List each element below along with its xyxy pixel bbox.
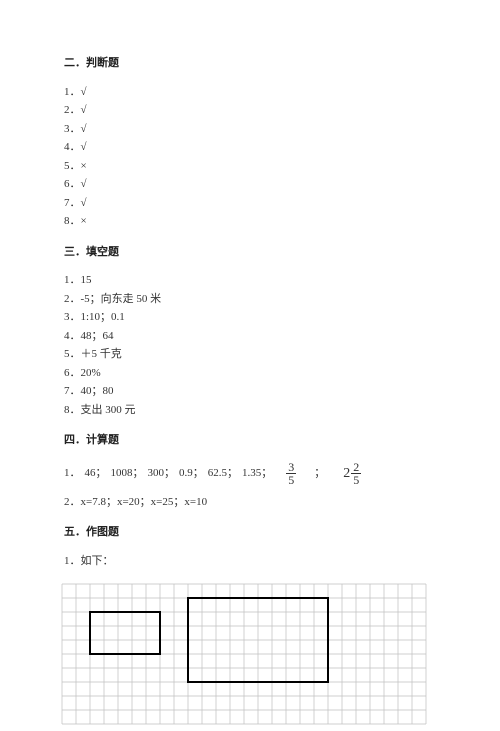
fill-item-5: 5．＋5 千克 [64, 346, 440, 363]
calc-1-d: 0.9； [179, 465, 204, 482]
judge-item-6: 6．√ [64, 176, 440, 193]
calc-line-1: 1． 46； 1008； 300； 0.9； 62.5； 1.35； 3 5 ；… [64, 461, 440, 486]
fill-item-8: 8．支出 300 元 [64, 402, 440, 419]
section-3-heading: 三．填空题 [64, 244, 440, 261]
fill-item-3: 3．1:10；0.1 [64, 309, 440, 326]
judge-item-4: 4．√ [64, 139, 440, 156]
draw-item-1: 1．如下： [64, 553, 440, 570]
calc-1-frac1: 3 5 [286, 461, 296, 486]
frac1-den: 5 [286, 474, 296, 486]
section-5-heading: 五．作图题 [64, 524, 440, 541]
fill-item-7: 7．40；80 [64, 383, 440, 400]
frac2-num: 2 [351, 461, 361, 474]
grid-figure [61, 583, 440, 731]
fill-item-1: 1．15 [64, 272, 440, 289]
judge-item-2: 2．√ [64, 102, 440, 119]
section-4-heading: 四．计算题 [64, 432, 440, 449]
calc-1-b: 1008； [111, 465, 144, 482]
calc-1-f: 1.35； [242, 465, 272, 482]
frac2-den: 5 [351, 474, 361, 486]
calc-1-c: 300； [148, 465, 176, 482]
fill-item-2: 2．-5；向东走 50 米 [64, 291, 440, 308]
frac1-num: 3 [286, 461, 296, 474]
grid-svg [61, 583, 427, 725]
calc-line-2: 2．x=7.8；x=20；x=25；x=10 [64, 494, 440, 511]
section-2-heading: 二．判断题 [64, 55, 440, 72]
judge-item-7: 7．√ [64, 195, 440, 212]
calc-1-label: 1． [64, 465, 81, 482]
mixed-whole: 2 [343, 463, 350, 484]
calc-1-e: 62.5； [208, 465, 238, 482]
fill-item-6: 6．20% [64, 365, 440, 382]
judge-item-5: 5．× [64, 158, 440, 175]
judge-item-3: 3．√ [64, 121, 440, 138]
judge-item-8: 8．× [64, 213, 440, 230]
judge-item-1: 1．√ [64, 84, 440, 101]
calc-1-sep: ； [314, 465, 325, 482]
calc-1-a: 46； [85, 465, 107, 482]
calc-1-mixed: 2 2 5 [343, 461, 361, 486]
fill-item-4: 4．48；64 [64, 328, 440, 345]
